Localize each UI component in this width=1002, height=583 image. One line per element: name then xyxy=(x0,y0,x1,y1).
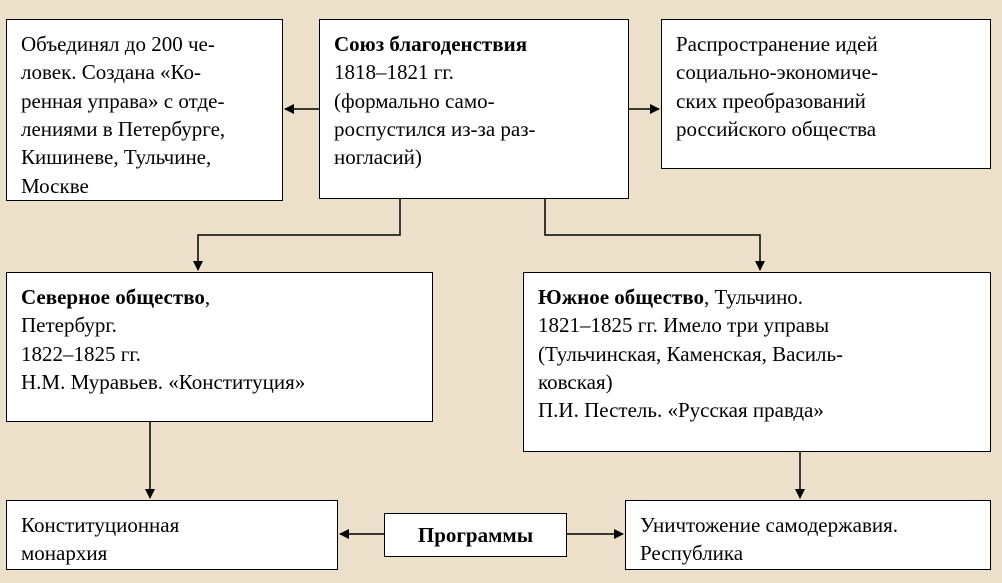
box-southern-society: Южное общество, Тульчино. 1821–1825 гг. … xyxy=(523,272,991,452)
title-southern: Южное общество xyxy=(538,285,704,309)
title-union-prosperity: Союз благоденствия xyxy=(334,32,527,56)
body-northern: Петербург.1822–1825 гг.Н.М. Муравьев. «К… xyxy=(21,313,305,394)
label-programs: Программы xyxy=(418,521,533,549)
arrow-soyuz-to-south xyxy=(545,199,760,270)
box-northern-society: Северное общество, Петербург.1822–1825 г… xyxy=(6,272,433,422)
body-const-monarchy: Конституционнаямонархия xyxy=(21,513,179,565)
arrow-soyuz-to-north xyxy=(198,199,400,270)
body-200-people: Объединял до 200 че-ловек. Создана «Ко-р… xyxy=(21,32,225,198)
body-southern: 1821–1825 гг. Имело три управы(Тульчинск… xyxy=(538,313,843,422)
box-union-prosperity: Союз благоденствия 1818–1821 гг.(формаль… xyxy=(319,19,629,199)
box-republic: Уничтожение самодержавия.Республика xyxy=(625,500,991,570)
box-spread-ideas: Распространение идейсоциально-экономиче-… xyxy=(661,19,991,169)
body-spread-ideas: Распространение идейсоциально-экономиче-… xyxy=(676,32,878,141)
body-republic: Уничтожение самодержавия.Республика xyxy=(640,513,898,565)
title-northern-suffix: , xyxy=(205,285,210,309)
title-southern-suffix: , Тульчино. xyxy=(704,285,803,309)
box-200-people: Объединял до 200 че-ловек. Создана «Ко-р… xyxy=(6,19,283,201)
title-northern: Северное общество xyxy=(21,285,205,309)
body-union-prosperity: 1818–1821 гг.(формально само-роспустился… xyxy=(334,60,536,169)
box-const-monarchy: Конституционнаямонархия xyxy=(6,500,338,570)
box-programs: Программы xyxy=(384,513,567,557)
